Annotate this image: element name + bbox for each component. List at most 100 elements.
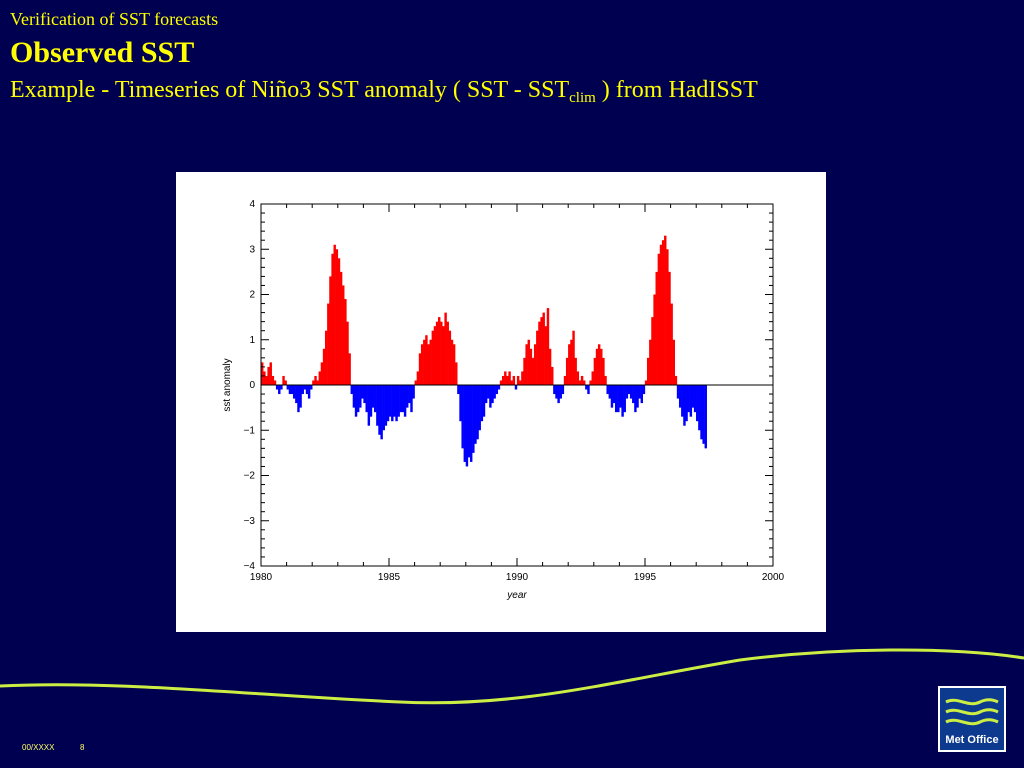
y-tick-label: 2 (249, 290, 255, 301)
anomaly-bar (661, 240, 665, 385)
anomaly-bar (700, 385, 703, 440)
anomaly-bar (329, 276, 332, 385)
y-tick-label: −3 (244, 516, 256, 527)
footer-code: 00/XXXX (22, 743, 55, 752)
wave-logo-icon (945, 698, 999, 726)
anomaly-bar (425, 335, 428, 385)
anomaly-bar (653, 294, 656, 385)
anomaly-bar (310, 385, 313, 390)
anomaly-bar (519, 380, 522, 385)
anomaly-bar (474, 385, 477, 444)
slide-title: Observed SST (10, 36, 195, 69)
anomaly-bar (284, 380, 287, 385)
anomaly-bar (282, 375, 285, 385)
anomaly-bar (267, 366, 270, 385)
logo-text: Met Office (945, 734, 999, 746)
slide-supertitle: Verification of SST forecasts (10, 9, 219, 29)
anomaly-bar (670, 303, 673, 385)
x-axis-label: year (506, 590, 527, 601)
subtitle-main: Example - Timeseries of Niño3 SST anomal… (10, 77, 570, 103)
anomaly-bar (589, 380, 592, 385)
anomaly-bar (683, 385, 686, 426)
anomaly-bar (476, 385, 479, 440)
anomaly-bar (551, 366, 554, 385)
anomaly-bar (657, 253, 661, 385)
anomaly-bar (371, 385, 375, 408)
anomaly-bar (606, 385, 609, 395)
anomaly-bar (578, 380, 582, 385)
anomaly-bar (542, 312, 545, 385)
anomaly-bar (388, 385, 392, 417)
anomaly-bar (636, 385, 639, 408)
anomaly-bar (668, 271, 671, 386)
anomaly-bar (382, 385, 385, 431)
anomaly-bar (278, 385, 281, 395)
anomaly-bar (538, 321, 541, 385)
subtitle-tail: ) from HadISST (595, 77, 758, 103)
anomaly-bar (442, 326, 445, 385)
anomaly-bar (452, 344, 456, 385)
anomaly-bar (508, 371, 511, 385)
x-tick-label: 1995 (634, 572, 657, 583)
anomaly-bar (580, 375, 584, 385)
anomaly-bar (359, 385, 362, 408)
y-tick-label: 4 (249, 199, 255, 210)
anomaly-bar (644, 380, 648, 385)
anomaly-bar (627, 385, 631, 395)
y-tick-label: 1 (249, 335, 255, 346)
anomaly-bar (455, 362, 458, 386)
anomaly-bar (625, 385, 629, 399)
anomaly-bar (280, 385, 283, 390)
anomaly-bar (546, 308, 550, 385)
anomaly-bar (337, 258, 341, 385)
anomaly-bar (491, 385, 494, 404)
anomaly-bar (685, 385, 688, 422)
anomaly-bar (529, 348, 533, 385)
anomaly-bar (271, 375, 275, 385)
anomaly-bar (420, 344, 424, 385)
anomaly-bar (587, 385, 590, 395)
anomaly-bar (327, 303, 330, 385)
anomaly-bar (312, 380, 315, 385)
anomaly-bar (380, 385, 383, 440)
anomaly-bar (495, 385, 498, 395)
anomaly-bar (457, 385, 460, 395)
anomaly-bar (295, 385, 298, 404)
anomaly-bar (557, 385, 560, 404)
anomaly-bar (664, 235, 667, 385)
anomaly-bar (531, 357, 535, 385)
anomaly-bar (533, 344, 537, 385)
anomaly-bar (397, 385, 400, 417)
anomaly-bar (356, 385, 360, 413)
anomaly-bar (632, 385, 635, 404)
anomaly-bar (352, 385, 356, 408)
anomaly-bar (299, 385, 302, 408)
anomaly-bar (646, 357, 650, 385)
anomaly-bar (408, 385, 411, 404)
anomaly-bar (516, 375, 520, 385)
anomaly-bar (576, 371, 580, 385)
anomaly-bar (297, 385, 300, 413)
anomaly-bar (614, 385, 618, 413)
anomaly-bar (572, 330, 575, 385)
anomaly-bar (559, 385, 562, 399)
anomaly-bar (629, 385, 633, 399)
anomaly-bar (348, 353, 351, 385)
anomaly-bar (448, 330, 452, 385)
anomaly-bar (597, 344, 601, 385)
y-tick-label: −4 (244, 561, 256, 572)
y-tick-label: −1 (244, 425, 256, 436)
anomaly-bar (350, 385, 353, 395)
anomaly-bar (324, 330, 328, 385)
anomaly-bar (583, 380, 586, 385)
anomaly-bar (623, 385, 626, 413)
anomaly-bar (401, 385, 405, 413)
anomaly-bar (463, 385, 467, 462)
anomaly-bar (548, 348, 552, 385)
anomaly-bar (610, 385, 614, 408)
anomaly-bar (555, 385, 558, 399)
anomaly-bar (651, 317, 654, 386)
anomaly-bar (674, 375, 678, 385)
anomaly-bar (659, 244, 663, 385)
anomaly-bar (493, 385, 496, 399)
